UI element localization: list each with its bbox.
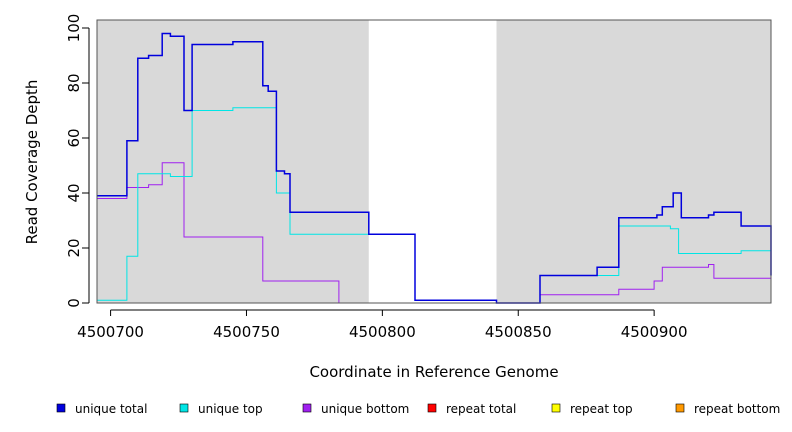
x-axis-title: Coordinate in Reference Genome [309, 363, 558, 381]
y-axis: 0 20 40 60 80 100 [65, 14, 90, 308]
series-unique-total-line [97, 32, 772, 304]
x-tick-label: 4500900 [621, 323, 688, 341]
x-tick-label: 4500850 [485, 323, 552, 341]
legend-swatch-unique-bottom [302, 403, 312, 413]
y-tick-label: 100 [65, 14, 83, 43]
y-tick-label: 20 [65, 238, 83, 257]
y-axis-title: Read Coverage Depth [23, 80, 41, 245]
shaded-regions [97, 20, 771, 303]
x-tick-label: 4500700 [77, 323, 144, 341]
legend-label-unique-total: unique total [75, 402, 147, 416]
y-tick-label: 60 [65, 128, 83, 147]
legend-swatch-repeat-bottom [675, 403, 685, 413]
x-tick-label: 4500800 [349, 323, 416, 341]
legend-swatch-repeat-top [551, 403, 561, 413]
plot-frame [96, 19, 772, 304]
y-tick-label: 40 [65, 183, 83, 202]
legend-swatch-unique-total [56, 403, 66, 413]
legend-swatch-unique-top [179, 403, 189, 413]
shaded-region-1 [97, 20, 369, 303]
x-tick-label: 4500750 [213, 323, 280, 341]
legend-label-repeat-top: repeat top [570, 402, 633, 416]
shaded-region-2 [496, 20, 771, 303]
legend-label-unique-bottom: unique bottom [321, 402, 409, 416]
y-tick-label: 0 [65, 298, 83, 308]
legend-label-repeat-bottom: repeat bottom [694, 402, 780, 416]
legend-swatch-repeat-total [427, 403, 437, 413]
x-axis: 4500700 4500750 4500800 4500850 4500900 [77, 309, 688, 341]
legend-label-unique-top: unique top [198, 402, 263, 416]
legend: unique total unique top unique bottom repea… [56, 402, 780, 416]
legend-label-repeat-total: repeat total [446, 402, 516, 416]
y-tick-label: 80 [65, 73, 83, 92]
